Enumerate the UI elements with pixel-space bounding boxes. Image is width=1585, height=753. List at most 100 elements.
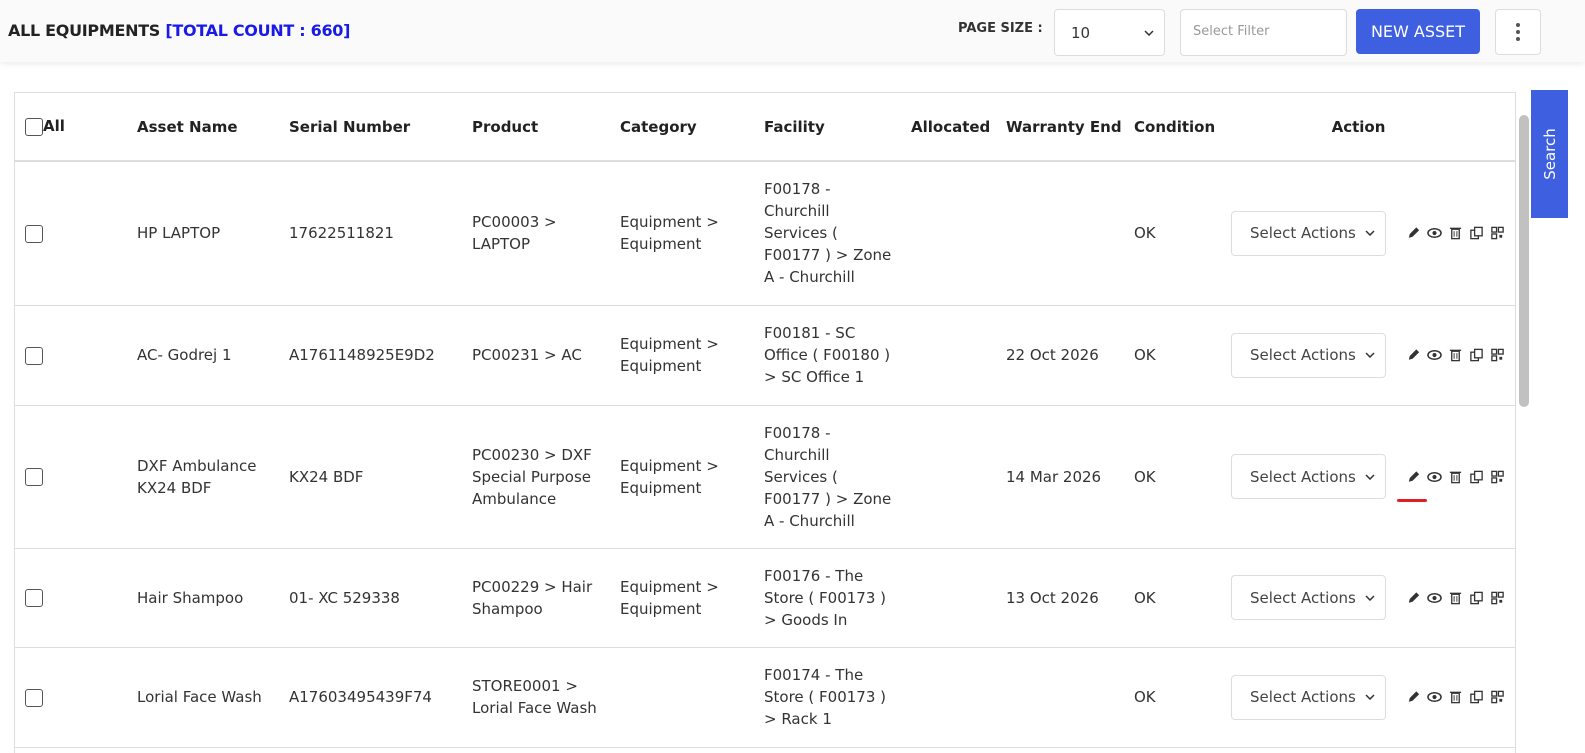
cell-serial-number: A1761148925E9D2	[289, 305, 472, 406]
cell-asset-name: HP LAPTOP	[137, 161, 289, 306]
table-row: Hair Shampoo 01- XC 529338 PC00229 > Hair …	[15, 548, 1515, 648]
cell-facility: F00176 - The Store ( F00173 ) > Goods In	[764, 548, 911, 648]
view-icon[interactable]	[1427, 590, 1442, 606]
cell-category: Equipment > Equipment	[620, 161, 764, 306]
delete-icon[interactable]	[1448, 347, 1463, 363]
view-icon[interactable]	[1427, 689, 1442, 705]
chevron	[1365, 230, 1375, 237]
cell-condition: OK	[1134, 548, 1231, 648]
table-container: All Asset Name Serial Number Product Categor…	[14, 92, 1516, 753]
cell-allocated	[911, 161, 1006, 306]
action-cell: Select Actions	[1231, 161, 1515, 306]
page-size-value: 10	[1071, 23, 1091, 42]
cell-facility: F00178 - Churchill Services ( F00177 ) >…	[764, 161, 911, 306]
cell-product: PC00231 > AC	[472, 305, 620, 406]
cell-asset-name: Lorial Face Wash	[137, 647, 289, 748]
cell-warranty-end: 13 Oct 2026	[1006, 548, 1134, 648]
edit-icon[interactable]	[1406, 590, 1421, 606]
view-icon[interactable]	[1427, 347, 1442, 363]
edit-icon[interactable]	[1406, 689, 1421, 705]
copy-icon[interactable]	[1469, 347, 1484, 363]
column-header: Warranty End	[1006, 93, 1134, 162]
row-checkbox[interactable]	[25, 468, 43, 486]
column-label: Serial Number	[289, 117, 411, 136]
action-select-label: Select Actions	[1250, 346, 1356, 364]
delete-icon[interactable]	[1448, 590, 1463, 606]
serial-number: 17622511821	[289, 224, 394, 243]
qr-icon[interactable]	[1490, 689, 1505, 705]
asset-name: Lorial Face Wash	[137, 688, 262, 706]
row-checkbox[interactable]	[25, 346, 43, 365]
cell-product: PC00229 > Hair Shampoo	[472, 548, 620, 648]
row-checkbox[interactable]	[25, 589, 43, 607]
category: Equipment > Equipment	[620, 456, 719, 497]
filter-input[interactable]: Select Filter	[1180, 9, 1347, 56]
asset-name: HP LAPTOP	[137, 224, 221, 243]
checkbox-cell	[15, 548, 137, 648]
cell-allocated	[911, 548, 1006, 648]
action-select[interactable]: Select Actions	[1231, 454, 1386, 499]
copy-icon[interactable]	[1469, 469, 1484, 485]
column-header: Category	[620, 93, 764, 162]
qr-icon[interactable]	[1490, 347, 1505, 363]
search-tab[interactable]: Search	[1531, 90, 1568, 218]
asset-name: DXF Ambulance KX24 BDF	[137, 456, 257, 497]
product: PC00230 > DXF Special Purpose Ambulance	[472, 445, 592, 508]
action-cell: Select Actions	[1231, 305, 1515, 406]
title-text: ALL EQUIPMENTS	[8, 21, 161, 40]
chevron	[1365, 694, 1375, 700]
cell-category: Equipment > Equipment	[620, 405, 764, 549]
scrollbar[interactable]	[1519, 115, 1529, 407]
qr-icon[interactable]	[1490, 590, 1505, 606]
page-title: ALL EQUIPMENTS [TOTAL COUNT : 660]	[8, 21, 350, 40]
delete-icon[interactable]	[1448, 469, 1463, 485]
row-checkbox[interactable]	[25, 688, 43, 707]
new-asset-button[interactable]: NEW ASSET	[1356, 9, 1480, 54]
action-select[interactable]: Select Actions	[1231, 332, 1386, 378]
action-icons	[1406, 347, 1505, 363]
delete-icon[interactable]	[1448, 689, 1463, 705]
view-icon[interactable]	[1427, 469, 1442, 485]
qr-icon[interactable]	[1490, 469, 1505, 485]
cell-category	[620, 647, 764, 748]
edit-icon[interactable]	[1406, 225, 1421, 241]
product: PC00003 > LAPTOP	[472, 213, 557, 254]
cell-category: Equipment > Equipment	[620, 305, 764, 406]
more-button[interactable]	[1495, 9, 1541, 55]
warranty-end: 22 Oct 2026	[1006, 346, 1099, 364]
page-size-select[interactable]: 10	[1054, 9, 1165, 56]
action-select[interactable]: Select Actions	[1231, 674, 1386, 720]
facility: F00174 - The Store ( F00173 ) > Rack 1	[764, 666, 886, 728]
cell-condition: OK	[1134, 161, 1231, 306]
copy-icon[interactable]	[1469, 590, 1484, 606]
select-all-checkbox[interactable]	[25, 117, 43, 136]
cell-condition: OK	[1134, 647, 1231, 748]
copy-icon[interactable]	[1469, 689, 1484, 705]
delete-icon[interactable]	[1448, 225, 1463, 241]
action-cell: Select Actions	[1231, 405, 1515, 549]
cell-condition: OK	[1134, 405, 1231, 549]
condition: OK	[1134, 688, 1156, 706]
checkbox-cell	[15, 305, 137, 406]
action-select[interactable]: Select Actions	[1231, 210, 1386, 256]
edit-icon[interactable]	[1406, 469, 1421, 485]
cell-asset-name: DXF Ambulance KX24 BDF	[137, 405, 289, 549]
action-select[interactable]: Select Actions	[1231, 575, 1386, 620]
search-tab-label: Search	[1540, 128, 1559, 180]
checkbox-cell	[15, 647, 137, 748]
column-header: Product	[472, 93, 620, 162]
cell-facility: F00181 - SC Office ( F00180 ) > SC Offic…	[764, 305, 911, 406]
facility: F00178 - Churchill Services ( F00177 ) >…	[764, 423, 892, 530]
facility: F00181 - SC Office ( F00180 ) > SC Offic…	[764, 324, 891, 386]
cell-allocated	[911, 305, 1006, 406]
view-icon[interactable]	[1427, 225, 1442, 241]
cell-serial-number: 01- XC 529338	[289, 548, 472, 648]
column-header: Serial Number	[289, 93, 472, 162]
qr-icon[interactable]	[1490, 225, 1505, 241]
column-label: Warranty End	[1006, 117, 1122, 136]
row-checkbox[interactable]	[25, 224, 43, 243]
edit-icon[interactable]	[1406, 347, 1421, 363]
category: Equipment > Equipment	[620, 577, 719, 618]
cell-product: PC00003 > LAPTOP	[472, 161, 620, 306]
copy-icon[interactable]	[1469, 225, 1484, 241]
